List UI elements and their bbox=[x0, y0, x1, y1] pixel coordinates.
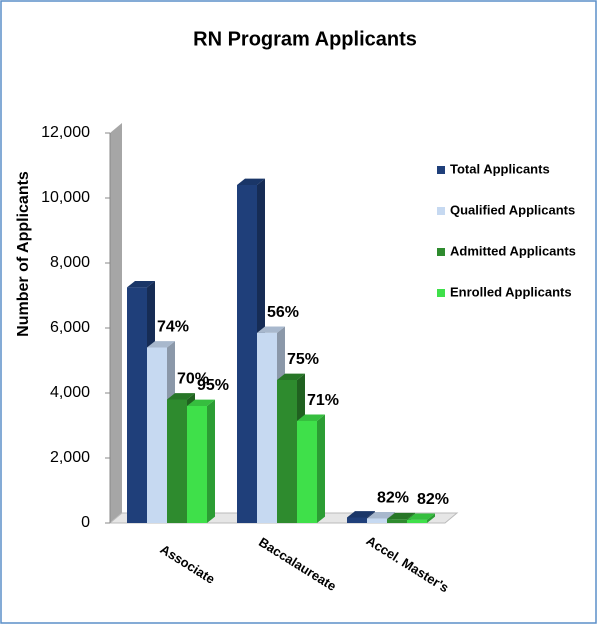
bar-top bbox=[127, 280, 155, 288]
bar bbox=[277, 380, 297, 523]
bar bbox=[387, 519, 407, 523]
legend-swatch bbox=[437, 166, 445, 174]
bar bbox=[147, 347, 167, 523]
data-label: 82% bbox=[417, 491, 449, 508]
bar bbox=[167, 399, 187, 523]
data-label: 74% bbox=[157, 319, 189, 336]
y-axis-label: Number of Applicants bbox=[15, 171, 32, 337]
bar-top bbox=[237, 178, 265, 185]
bar bbox=[407, 519, 427, 523]
y-tick-label: 0 bbox=[81, 514, 90, 531]
bar-top bbox=[387, 512, 415, 520]
bar-top bbox=[407, 513, 435, 520]
data-label: 82% bbox=[377, 490, 409, 507]
bar-top bbox=[147, 341, 175, 348]
bar bbox=[127, 287, 147, 523]
y-tick-label: 6,000 bbox=[50, 319, 90, 336]
y-tick-label: 4,000 bbox=[50, 384, 90, 401]
bar-side bbox=[427, 513, 435, 523]
bar-top bbox=[187, 399, 215, 406]
legend-swatch bbox=[437, 289, 445, 297]
data-label: 70% bbox=[177, 371, 209, 388]
bar bbox=[297, 420, 317, 523]
legend-label: Qualified Applicants bbox=[450, 202, 575, 217]
bar-top bbox=[297, 414, 325, 421]
data-label: 75% bbox=[287, 351, 319, 368]
bar-top bbox=[257, 326, 285, 333]
bar bbox=[187, 406, 207, 523]
legend-swatch bbox=[437, 248, 445, 256]
bar-side bbox=[317, 414, 325, 523]
bar bbox=[257, 332, 277, 523]
bar-top bbox=[347, 511, 375, 518]
bar-top bbox=[367, 512, 395, 519]
bar bbox=[367, 518, 387, 523]
data-label: 95% bbox=[197, 377, 229, 394]
legend-swatch bbox=[437, 207, 445, 215]
legend-label: Enrolled Applicants bbox=[450, 284, 572, 299]
legend-label: Admitted Applicants bbox=[450, 243, 576, 258]
y-tick-label: 10,000 bbox=[41, 189, 90, 206]
bar-side bbox=[207, 399, 215, 523]
side-wall bbox=[110, 123, 122, 523]
bar-top bbox=[167, 393, 195, 400]
chart-title: RN Program Applicants bbox=[193, 28, 417, 50]
legend-label: Total Applicants bbox=[450, 161, 550, 176]
bar bbox=[347, 517, 367, 523]
y-tick-label: 2,000 bbox=[50, 449, 90, 466]
data-label: 56% bbox=[267, 304, 299, 321]
y-tick-label: 12,000 bbox=[41, 124, 90, 141]
y-tick-label: 8,000 bbox=[50, 254, 90, 271]
bar bbox=[237, 185, 257, 523]
data-label: 71% bbox=[307, 392, 339, 409]
bar-top bbox=[277, 373, 305, 380]
